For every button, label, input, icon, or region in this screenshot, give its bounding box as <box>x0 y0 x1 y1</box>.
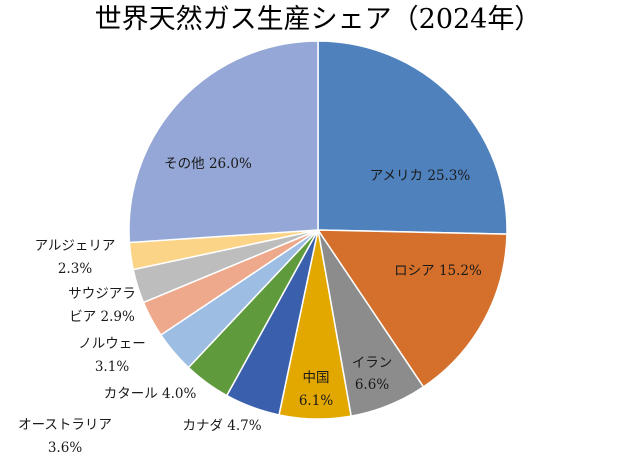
slice-label: アメリカ 25.3% <box>370 168 471 184</box>
pie-slice <box>317 40 508 235</box>
slice-label: 6.1% <box>299 393 333 409</box>
pie-slice <box>128 40 319 244</box>
pie-labels: アメリカ 25.3% ロシア 15.2% イラン 6.6% 中国 6.1% カナダ 4.7%… <box>18 156 482 456</box>
slice-label: 2.3% <box>58 261 92 277</box>
chart-title: 世界天然ガス生産シェア（2024年） <box>95 4 542 35</box>
slice-label: 3.6% <box>48 440 82 456</box>
slice-label: カナダ 4.7% <box>182 418 261 434</box>
slice-label: 中国 <box>303 370 330 386</box>
slice-label: その他 26.0% <box>164 156 252 172</box>
slice-label: ロシア 15.2% <box>394 263 482 279</box>
slice-label: サウジアラ <box>68 286 136 302</box>
pie-slices <box>128 40 508 420</box>
slice-label: アルジェリア <box>35 238 116 254</box>
slice-label: 6.6% <box>355 377 389 393</box>
slice-label: 3.1% <box>95 359 129 375</box>
slice-label: カタール 4.0% <box>104 386 197 402</box>
slice-label: ビア 2.9% <box>69 309 135 325</box>
slice-label: ノルウェー <box>78 336 146 352</box>
pie-slice <box>316 229 508 388</box>
slice-label: イラン <box>352 355 393 371</box>
slice-label: オーストラリア <box>18 417 112 433</box>
